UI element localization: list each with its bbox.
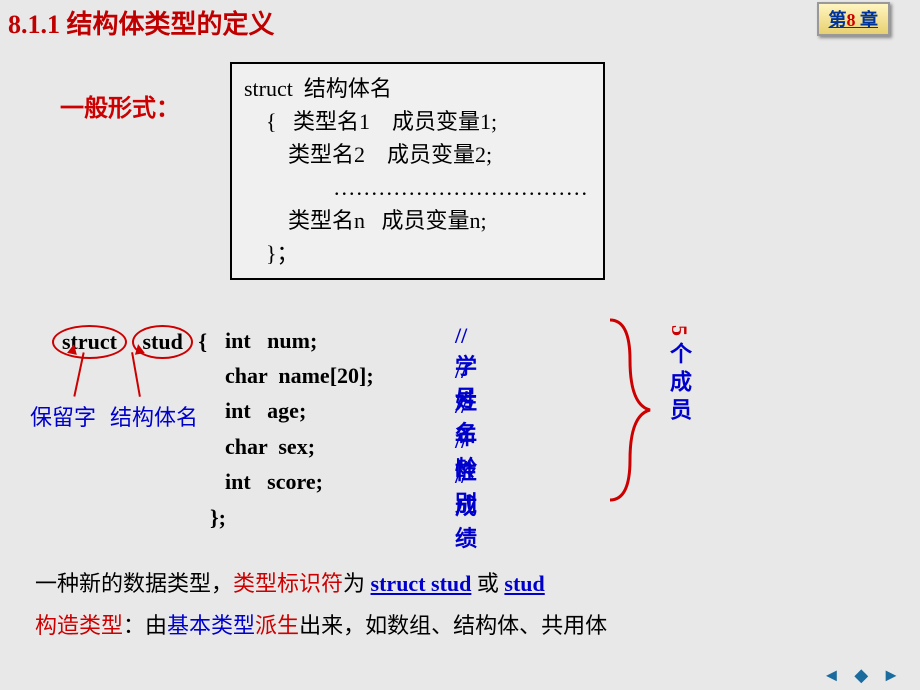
- syntax-line-5: }；: [244, 237, 591, 270]
- text-red: 派生: [255, 613, 299, 638]
- text: 或: [471, 571, 504, 596]
- comment: // 成绩: [455, 463, 477, 553]
- syntax-line-1: struct 结构体名: [244, 72, 591, 105]
- syntax-box: struct 结构体名 { 类型名1 成员变量1; 类型名2 成员变量2; ..…: [230, 62, 605, 280]
- member-code: int score;: [225, 469, 323, 494]
- member-code: char name[20];: [225, 363, 374, 388]
- syntax-line-3: 类型名2 成员变量2;: [244, 138, 591, 171]
- member-code: char sex;: [225, 434, 315, 459]
- syntax-dots: ..................................: [244, 171, 591, 204]
- nav-next-icon[interactable]: ►: [882, 665, 900, 686]
- five-number: 5: [667, 325, 692, 342]
- syntax-line-4: 类型名n 成员变量n;: [244, 204, 591, 237]
- curly-brace-icon: [600, 315, 660, 505]
- text-blue-ul: struct stud: [371, 571, 472, 596]
- nav-prev-icon[interactable]: ◄: [823, 665, 841, 686]
- keyword-struct: struct: [52, 325, 127, 359]
- chapter-badge[interactable]: 第8 章: [817, 2, 891, 36]
- member-code: int age;: [225, 398, 306, 423]
- member-code: int num;: [225, 328, 317, 353]
- nav-buttons: ◄ ◆ ►: [813, 665, 901, 686]
- text-blue-ul: stud: [504, 571, 544, 596]
- syntax-line-2: { 类型名1 成员变量1;: [244, 105, 591, 138]
- struct-name: stud: [132, 325, 192, 359]
- bottom-line-1: 一种新的数据类型，类型标识符为 struct stud 或 stud: [35, 566, 545, 598]
- text-red: 构造类型: [35, 613, 123, 638]
- general-form-label: 一般形式：: [60, 88, 180, 123]
- arrow-head-icon: [133, 343, 145, 355]
- member-row: int score;: [225, 464, 374, 499]
- chapter-number: 8: [847, 10, 856, 30]
- bottom-line-2: 构造类型：由基本类型派生出来，如数组、结构体、共用体: [35, 608, 607, 640]
- text-blue: 基本类型: [167, 613, 255, 638]
- member-row: int age;: [225, 393, 374, 428]
- members-text: 个成员: [667, 342, 692, 426]
- section-title: 8.1.1 结构体类型的定义: [0, 0, 920, 41]
- five-members-label: 5个成员: [663, 325, 695, 426]
- text: 为: [343, 571, 371, 596]
- text: ：由: [123, 613, 167, 638]
- text: 一种新的数据类型，: [35, 571, 233, 596]
- open-brace: {: [198, 329, 207, 354]
- text-red: 类型标识符: [233, 571, 343, 596]
- annotation-structname: 结构体名: [110, 400, 198, 432]
- close-brace: };: [210, 505, 226, 531]
- annotation-reserved: 保留字: [30, 400, 96, 432]
- chapter-prefix: 第: [829, 10, 847, 30]
- chapter-suffix: 章: [856, 10, 879, 30]
- member-row: int num;: [225, 323, 374, 358]
- nav-stop-icon[interactable]: ◆: [854, 665, 868, 686]
- member-row: char name[20];: [225, 358, 374, 393]
- arrow-head-icon: [67, 343, 79, 355]
- member-list: int num; char name[20]; int age; char se…: [225, 323, 374, 499]
- member-row: char sex;: [225, 429, 374, 464]
- text: 出来，如数组、结构体、共用体: [299, 613, 607, 638]
